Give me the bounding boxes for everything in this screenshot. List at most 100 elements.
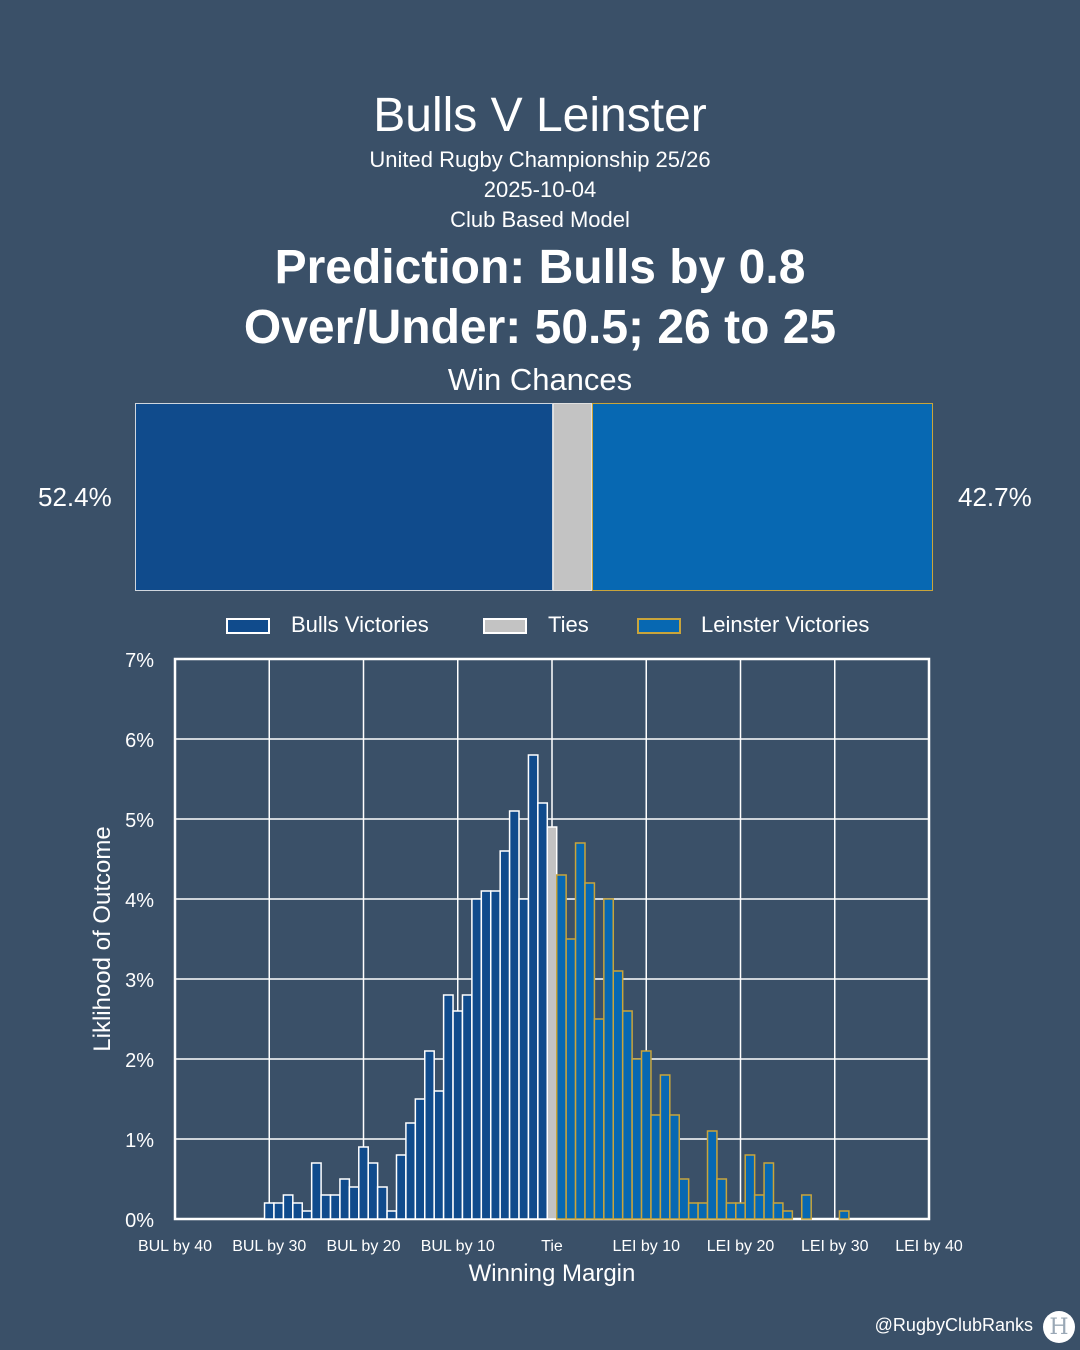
logo: H	[1043, 1311, 1075, 1343]
bulls-bar	[527, 754, 539, 1220]
bulls-win-segment	[135, 403, 554, 591]
bulls-bar	[433, 1090, 445, 1220]
x-tick-label: BUL by 10	[421, 1238, 495, 1255]
bulls-bar	[508, 810, 520, 1220]
x-tick-label: BUL by 30	[232, 1238, 306, 1255]
bulls-bar	[263, 1202, 275, 1220]
legend-swatch-ties	[483, 618, 527, 634]
bulls-bar	[424, 1050, 435, 1220]
bulls-bar	[537, 802, 549, 1220]
leinster-bar	[744, 1154, 756, 1220]
leinster-bar	[640, 1050, 652, 1220]
bulls-bar	[273, 1202, 285, 1220]
leinster-bar	[697, 1202, 709, 1220]
bulls-bar	[348, 1186, 360, 1220]
ties-segment	[553, 403, 593, 591]
credit-handle: @RugbyClubRanks	[874, 1315, 1033, 1335]
bulls-bar	[452, 1010, 464, 1220]
x-axis-title: Winning Margin	[469, 1260, 636, 1287]
leinster-bar	[687, 1202, 699, 1220]
y-tick-label: 6%	[125, 730, 154, 752]
bulls-bar	[339, 1178, 351, 1220]
bulls-bar	[329, 1194, 341, 1220]
leinster-bar	[753, 1194, 765, 1220]
over-under-text: Over/Under: 50.5; 26 to 25	[243, 301, 837, 354]
bulls-bar	[358, 1146, 369, 1220]
bulls-bar	[310, 1162, 322, 1220]
bulls-bar	[405, 1122, 417, 1220]
leinster-bar	[706, 1130, 718, 1220]
bulls-bar	[471, 898, 483, 1220]
x-tick-label: LEI by 20	[707, 1238, 775, 1255]
bulls-win-percent: 52.4%	[38, 482, 112, 512]
competition-label: United Rugby Championship 25/26	[369, 147, 711, 172]
bulls-bar	[376, 1186, 388, 1220]
bulls-bar	[301, 1210, 313, 1220]
legend-label-leinster: Leinster Victories	[701, 612, 870, 637]
leinster-bar	[555, 874, 567, 1220]
legend-label-bulls: Bulls Victories	[291, 612, 429, 637]
bulls-bar	[320, 1194, 332, 1220]
leinster-bar	[716, 1178, 728, 1220]
leinster-win-segment	[592, 403, 933, 591]
leinster-bar	[565, 938, 577, 1220]
bulls-bar	[292, 1202, 303, 1220]
margin-histogram: BUL by 40 BUL by 30 BUL by 20 BUL by 10 Tie L…	[89, 650, 963, 1287]
x-tick-label: BUL by 40	[138, 1238, 212, 1255]
x-tick-label: LEI by 10	[612, 1238, 680, 1255]
leinster-bar	[659, 1074, 671, 1220]
bulls-bar	[480, 890, 492, 1220]
leinster-bar	[669, 1114, 680, 1220]
leinster-bar	[763, 1162, 775, 1220]
leinster-win-percent: 42.7%	[958, 482, 1032, 512]
leinster-bar	[678, 1178, 690, 1220]
bulls-bar	[367, 1162, 379, 1220]
leinster-bar	[735, 1202, 746, 1220]
legend-swatch-bulls	[226, 618, 270, 634]
bulls-bar	[518, 898, 530, 1220]
leinster-bar	[574, 842, 586, 1220]
x-tick-label: LEI by 40	[895, 1238, 963, 1255]
leinster-bar	[650, 1114, 662, 1220]
leinster-bar	[782, 1210, 794, 1220]
bulls-bar	[395, 1154, 407, 1220]
bulls-bar	[282, 1194, 294, 1220]
bulls-bar	[499, 850, 511, 1220]
y-tick-label: 0%	[125, 1210, 154, 1232]
leinster-bar	[621, 1010, 633, 1220]
win-chances-bar	[135, 403, 933, 593]
leinster-bar	[584, 882, 596, 1220]
y-axis-title: Liklihood of Outcome	[89, 826, 116, 1051]
bulls-bar	[461, 994, 473, 1220]
y-tick-label: 2%	[125, 1050, 154, 1072]
tie-bar	[546, 826, 558, 1220]
leinster-bar	[801, 1194, 812, 1220]
bulls-bar	[386, 1210, 398, 1220]
chart-title: Bulls V Leinster	[373, 89, 707, 142]
y-tick-label: 4%	[125, 890, 154, 912]
bulls-bar	[442, 994, 454, 1220]
leinster-bar	[631, 1058, 643, 1220]
x-tick-label: LEI by 30	[801, 1238, 869, 1255]
y-tick-label: 5%	[125, 810, 154, 832]
legend-swatch-leinster	[637, 618, 681, 634]
win-chances-title: Win Chances	[447, 362, 633, 397]
bulls-bar	[489, 890, 501, 1220]
leinster-bar	[772, 1202, 784, 1220]
legend-label-ties: Ties	[548, 612, 589, 637]
y-tick-label: 7%	[125, 650, 154, 672]
goalpost-icon: H	[1049, 1315, 1069, 1340]
x-tick-label: Tie	[541, 1238, 563, 1255]
y-tick-label: 1%	[125, 1130, 154, 1152]
leinster-bar	[838, 1210, 850, 1220]
model-label: Club Based Model	[450, 207, 630, 232]
y-tick-label: 3%	[125, 970, 154, 992]
bulls-bar	[414, 1098, 426, 1220]
x-tick-label: BUL by 20	[326, 1238, 400, 1255]
leinster-bar	[612, 970, 624, 1220]
match-date: 2025-10-04	[483, 177, 597, 202]
prediction-text: Prediction: Bulls by 0.8	[274, 241, 806, 294]
leinster-bar	[725, 1202, 737, 1220]
leinster-bar	[603, 898, 615, 1220]
legend: Bulls Victories Ties Leinster Victories	[0, 612, 1080, 642]
